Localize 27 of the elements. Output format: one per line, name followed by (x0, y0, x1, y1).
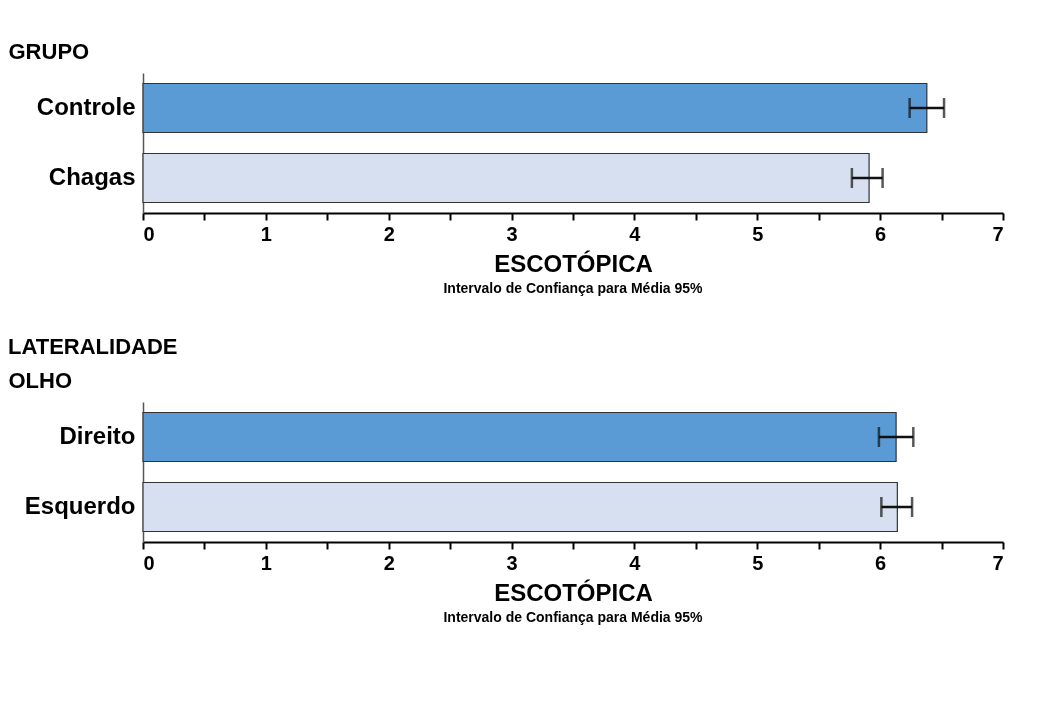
x-tick-label: 4 (629, 551, 642, 574)
x-tick-label: 2 (383, 551, 395, 574)
y-tick-label: Chagas (48, 163, 136, 190)
x-tick-label: 3 (506, 551, 518, 574)
x-tick-label: 5 (752, 222, 764, 245)
x-tick-label: 4 (629, 222, 642, 245)
y-tick-label: Esquerdo (24, 492, 136, 519)
x-tick-label: 0 (143, 551, 155, 574)
x-axis-title: ESCOTÓPICA (494, 578, 653, 606)
x-tick-label: 5 (752, 551, 764, 574)
y-axis-title: OLHO (8, 367, 73, 393)
text: Intervalo de Confiança para Média 95% (443, 609, 704, 625)
x-tick-label: 2 (383, 222, 395, 245)
x-tick-label: 6 (875, 551, 887, 574)
x-tick-label: 7 (992, 222, 1004, 245)
y-tick-label: Controle (36, 93, 136, 120)
chart-title: LATERALIDADE (8, 334, 178, 359)
x-tick-label: 0 (143, 222, 155, 245)
x-tick-label: 3 (506, 222, 518, 245)
y-axis-title: GRUPO (8, 38, 90, 64)
x-tick-label: 1 (260, 551, 272, 574)
x-tick-label: 7 (992, 551, 1004, 574)
x-axis-title: ESCOTÓPICA (494, 249, 653, 277)
y-tick-label: Direito (59, 422, 136, 449)
x-tick-label: 6 (875, 222, 887, 245)
x-tick-label: 1 (260, 222, 272, 245)
text: Intervalo de Confiança para Média 95% (443, 280, 704, 296)
